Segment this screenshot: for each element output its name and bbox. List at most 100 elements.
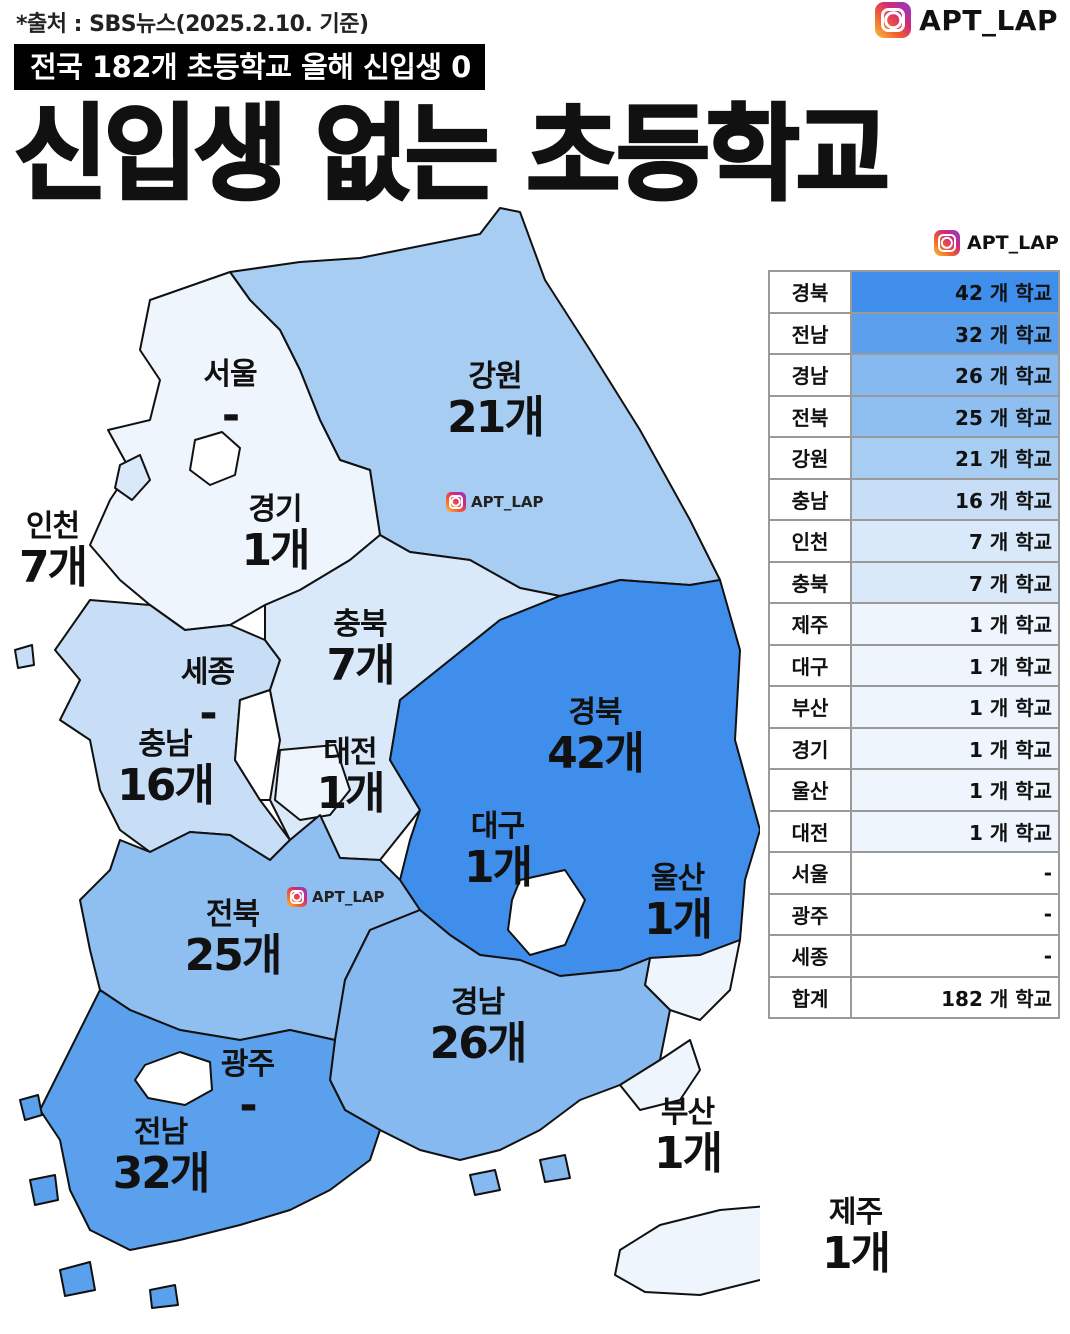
table-region-cell: 대전 — [768, 809, 852, 853]
table-brand: APT_LAP — [934, 230, 1059, 256]
region-incheon — [114, 454, 151, 501]
table-value-cell: 42 개 학교 — [850, 270, 1060, 314]
table-region-cell: 전남 — [768, 311, 852, 355]
table-row: 인천 7 개 학교 — [768, 519, 1060, 563]
table-row: 제주 1 개 학교 — [768, 602, 1060, 646]
table-region-cell: 합계 — [768, 975, 852, 1019]
region-daegu — [507, 869, 586, 956]
table-row: 전남 32 개 학교 — [768, 311, 1060, 355]
label-daejeon: 대전 1개 — [316, 735, 385, 819]
table-row: 대전 1 개 학교 — [768, 809, 1060, 853]
korea-map — [14, 207, 760, 1309]
region-seoul — [189, 431, 241, 486]
table-value-cell: 1 개 학교 — [850, 685, 1060, 729]
table-row: 전북 25 개 학교 — [768, 394, 1060, 438]
table-value-cell: 25 개 학교 — [850, 394, 1060, 438]
table-value-cell: 1 개 학교 — [850, 768, 1060, 812]
table-row: 서울 - — [768, 851, 1060, 895]
table-region-cell: 경기 — [768, 726, 852, 770]
label-chungbuk: 충북 7개 — [326, 607, 395, 691]
table-region-cell: 세종 — [768, 934, 852, 978]
page-title: 신입생 없는 초등학교 — [13, 92, 892, 217]
table-value-cell: 16 개 학교 — [850, 477, 1060, 521]
table-region-cell: 전북 — [768, 394, 852, 438]
table-row: 경북 42 개 학교 — [768, 270, 1060, 314]
table-row: 충북 7 개 학교 — [768, 560, 1060, 604]
table-region-cell: 대구 — [768, 643, 852, 687]
label-sejong: 세종 - — [180, 655, 235, 739]
table-row: 광주 - — [768, 892, 1060, 936]
table-value-cell: 1 개 학교 — [850, 726, 1060, 770]
label-jeju: 제주 1개 — [821, 1195, 891, 1279]
region-daejeon — [274, 744, 351, 821]
label-gwangju: 광주 - — [220, 1047, 275, 1131]
table-region-cell: 충남 — [768, 477, 852, 521]
label-chungnam: 충남 16개 — [117, 727, 215, 811]
region-jeju — [614, 1205, 760, 1296]
table-region-cell: 경남 — [768, 353, 852, 397]
table-value-cell: - — [850, 892, 1060, 936]
label-jeonbuk: 전북 25개 — [184, 897, 283, 981]
map-watermark: APT_LAP — [446, 492, 544, 512]
table-value-cell: 1 개 학교 — [850, 643, 1060, 687]
instagram-icon — [446, 492, 466, 512]
label-seoul: 서울 - — [203, 357, 257, 441]
label-gyeongnam: 경남 26개 — [429, 985, 528, 1069]
island — [29, 1174, 59, 1206]
region-busan — [619, 1039, 701, 1111]
island — [59, 1261, 96, 1297]
instagram-icon — [934, 230, 960, 256]
island — [19, 1094, 43, 1121]
table-row: 경기 1 개 학교 — [768, 726, 1060, 770]
label-ulsan: 울산 1개 — [643, 861, 713, 945]
table-value-cell: 182 개 학교 — [850, 975, 1060, 1019]
island — [14, 644, 35, 669]
table-value-cell: 26 개 학교 — [850, 353, 1060, 397]
table-region-cell: 서울 — [768, 851, 852, 895]
instagram-icon — [875, 2, 912, 38]
table-row: 울산 1 개 학교 — [768, 768, 1060, 812]
region-jeonnam — [39, 989, 381, 1251]
label-jeonnam: 전남 32개 — [112, 1115, 211, 1199]
table-value-cell: - — [850, 934, 1060, 978]
island — [149, 1284, 179, 1309]
label-gyeonggi: 경기 1개 — [241, 492, 310, 576]
table-row: 충남 16 개 학교 — [768, 477, 1060, 521]
table-region-cell: 인천 — [768, 519, 852, 563]
table-value-cell: 1 개 학교 — [850, 809, 1060, 853]
table-row: 대구 1 개 학교 — [768, 643, 1060, 687]
label-gangwon: 강원 21개 — [447, 359, 545, 443]
table-value-cell: 7 개 학교 — [850, 519, 1060, 563]
source-note: *출처 : SBS뉴스(2025.2.10. 기준) — [16, 12, 369, 37]
region-gwangju — [134, 1051, 213, 1106]
label-gyeongbuk: 경북 42개 — [547, 695, 645, 779]
table-row: 경남 26 개 학교 — [768, 353, 1060, 397]
table-value-cell: - — [850, 851, 1060, 895]
instagram-icon — [287, 887, 307, 907]
table-value-cell: 21 개 학교 — [850, 436, 1060, 480]
table-region-cell: 울산 — [768, 768, 852, 812]
brand-header[interactable]: APT_LAP — [875, 2, 1058, 38]
table-row: 합계 182 개 학교 — [768, 975, 1060, 1019]
label-incheon: 인천 7개 — [18, 509, 88, 593]
island — [539, 1154, 571, 1183]
island — [469, 1169, 501, 1196]
table-region-cell: 경북 — [768, 270, 852, 314]
subtitle-banner: 전국 182개 초등학교 올해 신입생 0 — [14, 44, 485, 90]
table-region-cell: 제주 — [768, 602, 852, 646]
brand-handle: APT_LAP — [919, 3, 1058, 37]
table-value-cell: 1 개 학교 — [850, 602, 1060, 646]
table-value-cell: 7 개 학교 — [850, 560, 1060, 604]
table-region-cell: 충북 — [768, 560, 852, 604]
map-watermark: APT_LAP — [287, 887, 385, 907]
ranking-table: 경북 42 개 학교 전남 32 개 학교 경남 26 개 학교 전북 25 개 학교 강원 21… — [768, 270, 1060, 1019]
table-row: 강원 21 개 학교 — [768, 436, 1060, 480]
table-region-cell: 부산 — [768, 685, 852, 729]
table-region-cell: 강원 — [768, 436, 852, 480]
table-row: 부산 1 개 학교 — [768, 685, 1060, 729]
label-busan: 부산 1개 — [653, 1095, 723, 1179]
table-region-cell: 광주 — [768, 892, 852, 936]
table-row: 세종 - — [768, 934, 1060, 978]
table-value-cell: 32 개 학교 — [850, 311, 1060, 355]
label-daegu: 대구 1개 — [463, 809, 533, 893]
